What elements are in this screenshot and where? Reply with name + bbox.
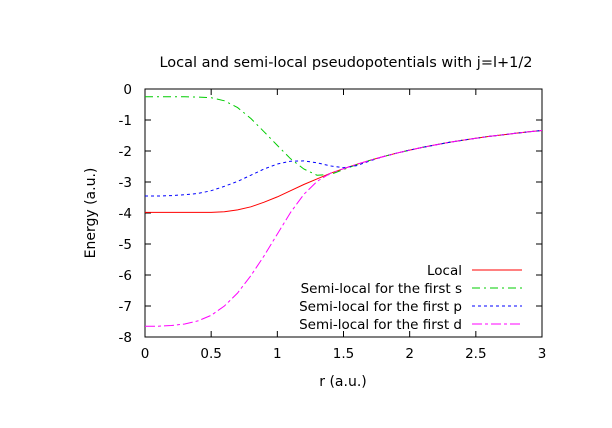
legend: Local Semi-local for the first s Semi-loca…	[299, 263, 522, 333]
y-tick-label: -8	[119, 330, 132, 346]
x-axis-label: r (a.u.)	[319, 374, 366, 390]
y-tick-label: -2	[119, 144, 132, 160]
x-tick-label: 1	[273, 346, 282, 362]
y-tick-label: -3	[119, 175, 132, 191]
y-axis-label: Energy (a.u.)	[83, 168, 99, 259]
y-tick-label: -7	[119, 299, 132, 315]
series-line-4	[145, 130, 543, 327]
x-tick-label: 2.5	[465, 346, 486, 362]
chart-title: Local and semi-local pseudopotentials wi…	[159, 55, 532, 71]
x-tick-label: 1.5	[333, 346, 354, 362]
series-line-2	[145, 96, 543, 176]
y-tick-label: 0	[123, 82, 132, 98]
y-tick-label: -1	[119, 113, 132, 129]
legend-label: Semi-local for the first d	[299, 317, 462, 333]
axis-ticks: 0 0.5 1 1.5 2 2.5 3 0 -1 -2 -3 -4 -5 -6 -7 -8	[119, 82, 547, 362]
legend-label: Semi-local for the first s	[301, 281, 462, 297]
y-tick-label: -4	[119, 206, 132, 222]
legend-label: Semi-local for the first p	[299, 299, 462, 315]
series-lines	[145, 96, 543, 327]
legend-label: Local	[427, 263, 462, 279]
x-tick-label: 0	[141, 346, 150, 362]
y-tick-label: -6	[119, 268, 132, 284]
series-line-3	[145, 130, 543, 197]
x-tick-label: 0.5	[200, 346, 221, 362]
y-tick-label: -5	[119, 237, 132, 253]
x-tick-label: 2	[405, 346, 414, 362]
x-tick-label: 3	[538, 346, 547, 362]
series-line-1	[145, 130, 543, 213]
